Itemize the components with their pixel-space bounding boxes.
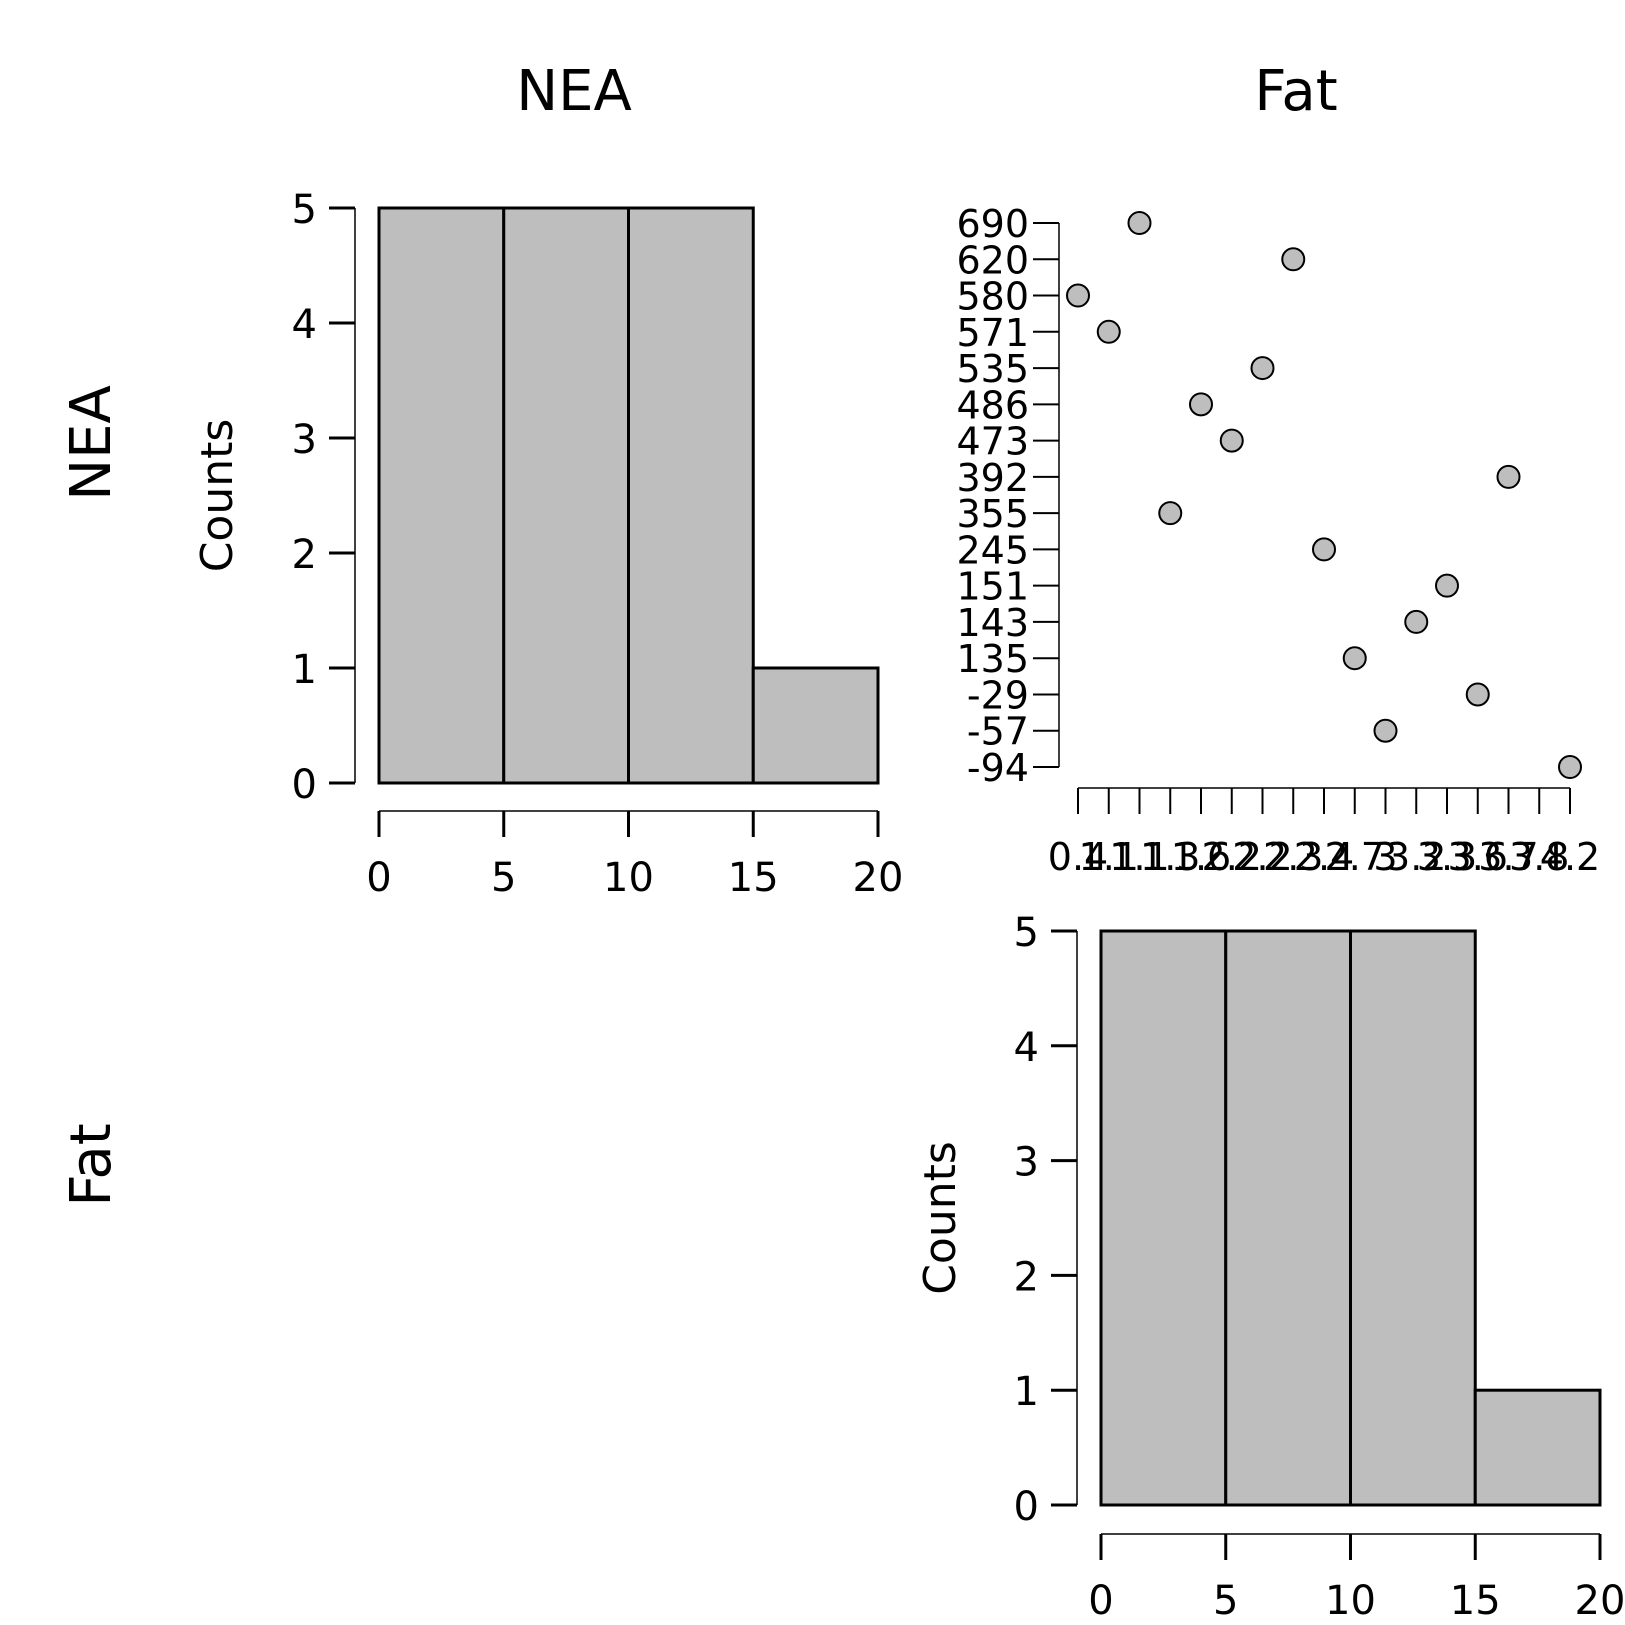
fat-vs-nea-point — [1158, 501, 1183, 526]
fat-vs-nea-x-tick-label: 3.7 — [1478, 835, 1538, 879]
fat-vs-nea-y-tick-label: -57 — [967, 710, 1029, 754]
fat-vs-nea-x-tick-label: 1.1 — [1079, 835, 1139, 879]
fat-vs-nea-x-tick-label: 3 — [1373, 835, 1397, 879]
fat-vs-nea-point — [1250, 356, 1275, 381]
fat-vs-nea-x-tick-label: 2.7 — [1325, 835, 1385, 879]
fat-hist-y-tick-label: 3 — [1014, 1140, 1039, 1186]
nea-hist-bar — [377, 206, 506, 785]
nea-hist-y-tick-label: 3 — [292, 417, 317, 463]
fat-hist-x-tick-label: 15 — [1450, 1578, 1501, 1624]
fat-vs-nea-y-tick-label: -29 — [967, 673, 1029, 717]
nea-hist-y-axis-label: Counts — [192, 419, 243, 573]
nea-hist-y-tick-label: 1 — [292, 647, 317, 693]
nea-hist-bar — [502, 206, 630, 785]
fat-hist-x-tick-label: 0 — [1088, 1578, 1113, 1624]
fat-vs-nea-point — [1066, 283, 1090, 308]
fat-vs-nea-x-tick-label: 3.3 — [1417, 835, 1477, 879]
fat-vs-nea-point — [1496, 464, 1521, 489]
column-label-fat: Fat — [1254, 59, 1337, 124]
nea-hist-y-tick-label: 0 — [292, 762, 317, 808]
nea-hist-y-tick-label: 5 — [292, 187, 317, 233]
fat-vs-nea-y-tick-label: 571 — [956, 311, 1029, 355]
fat-vs-nea-point — [1312, 537, 1336, 562]
nea-hist-x-tick-label: 10 — [603, 855, 654, 901]
fat-vs-nea-y-tick-label: 135 — [956, 637, 1029, 681]
fat-vs-nea-y-tick-label: 580 — [956, 275, 1029, 319]
fat-vs-nea-y-tick-label: -94 — [967, 746, 1029, 790]
fat-vs-nea-y-tick-label: 535 — [956, 347, 1029, 391]
fat-vs-nea-x-tick-label: 1.3 — [1140, 835, 1200, 879]
fat-vs-nea-x-tick-label: 3.8 — [1509, 835, 1569, 879]
fat-vs-nea-point — [1435, 573, 1459, 598]
fat-hist-y-tick-label: 2 — [1014, 1254, 1039, 1300]
fat-hist-bar — [1099, 929, 1228, 1507]
fat-vs-nea-y-tick-label: 355 — [956, 492, 1029, 536]
fat-vs-nea-point — [1373, 718, 1398, 743]
fat-vs-nea-point — [1189, 392, 1213, 417]
fat-hist-y-axis-label: Counts — [915, 1141, 966, 1295]
fat-vs-nea-y-tick-label: 143 — [956, 601, 1029, 645]
row-label-nea: NEA — [59, 385, 124, 501]
nea-hist-y-tick-label: 2 — [292, 532, 317, 578]
fat-vs-nea-x-tick-label: 2.2 — [1202, 835, 1262, 879]
fat-vs-nea-y-tick-label: 690 — [956, 202, 1029, 246]
fat-vs-nea-y-tick-label: 473 — [956, 420, 1029, 464]
fat-vs-nea-point — [1558, 755, 1582, 779]
fat-hist-x-tick-label: 5 — [1213, 1578, 1238, 1624]
column-label-nea: NEA — [516, 59, 632, 124]
fat-vs-nea-x-tick-label: 0.4 — [1048, 835, 1108, 879]
fat-hist-bar — [1473, 1388, 1602, 1507]
fat-vs-nea-point — [1404, 609, 1429, 634]
fat-vs-nea-y-tick-label: 486 — [956, 383, 1029, 427]
fat-vs-nea-x-tick-label: 4.2 — [1540, 835, 1600, 879]
fat-vs-nea-point — [1281, 247, 1306, 272]
fat-hist-y-tick-label: 0 — [1014, 1484, 1039, 1530]
fat-hist-x-tick-label: 20 — [1575, 1578, 1625, 1624]
fat-hist-y-tick-label: 1 — [1014, 1369, 1039, 1415]
fat-vs-nea-point — [1096, 319, 1121, 344]
fat-vs-nea-y-tick-label: 151 — [956, 565, 1029, 609]
nea-hist-y-tick-label: 4 — [292, 302, 317, 348]
row-label-fat: Fat — [59, 1123, 124, 1206]
nea-hist-bar — [627, 206, 755, 785]
fat-vs-nea-x-tick-label: 1.6 — [1171, 835, 1231, 879]
nea-hist-x-tick-label: 5 — [491, 855, 516, 901]
fat-vs-nea-y-tick-label: 392 — [956, 456, 1029, 500]
nea-hist-bar — [751, 666, 880, 785]
fat-vs-nea-y-tick-label: 620 — [956, 238, 1029, 282]
fat-vs-nea-x-tick-label: 3.6 — [1448, 835, 1508, 879]
fat-vs-nea-point — [1127, 211, 1152, 235]
nea-hist-x-tick-label: 20 — [853, 855, 904, 901]
fat-vs-nea-x-tick-label: 2.4 — [1294, 835, 1354, 879]
fat-hist-bar — [1349, 929, 1477, 1507]
fat-vs-nea-point — [1219, 428, 1244, 453]
fat-vs-nea-x-tick-label: 3.2 — [1386, 835, 1446, 879]
fat-hist-y-tick-label: 4 — [1014, 1025, 1039, 1071]
nea-hist-x-tick-label: 0 — [366, 855, 391, 901]
fat-hist-bar — [1224, 929, 1352, 1507]
fat-vs-nea-x-tick-label: 2.3 — [1263, 835, 1323, 879]
fat-vs-nea-point — [1465, 682, 1490, 707]
fat-vs-nea-y-tick-label: 245 — [956, 528, 1029, 572]
fat-vs-nea-x-tick-label: 2.2 — [1232, 835, 1292, 879]
fat-vs-nea-point — [1342, 646, 1367, 671]
nea-hist-x-tick-label: 15 — [728, 855, 779, 901]
fat-vs-nea-x-tick-label: 1.1 — [1109, 835, 1169, 879]
fat-hist-y-tick-label: 5 — [1014, 910, 1039, 956]
fat-hist-x-tick-label: 10 — [1325, 1578, 1376, 1624]
